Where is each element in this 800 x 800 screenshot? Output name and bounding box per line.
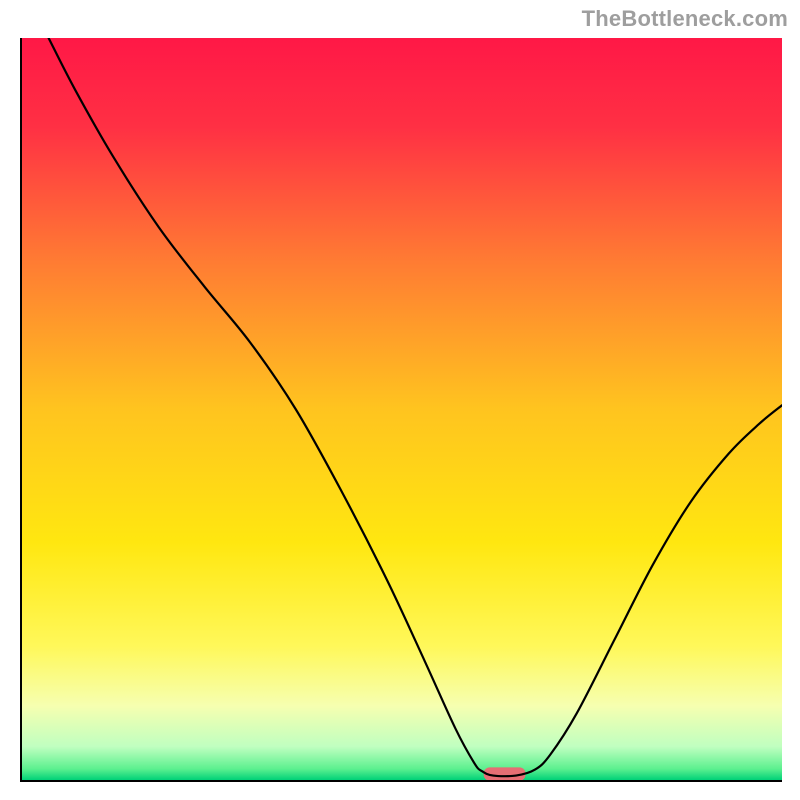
plot-area [20,38,782,782]
minimum-marker [484,767,526,780]
watermark-label: TheBottleneck.com [582,6,788,32]
chart-svg [22,38,782,780]
gradient-background [22,38,782,780]
bottleneck-chart: TheBottleneck.com [0,0,800,800]
